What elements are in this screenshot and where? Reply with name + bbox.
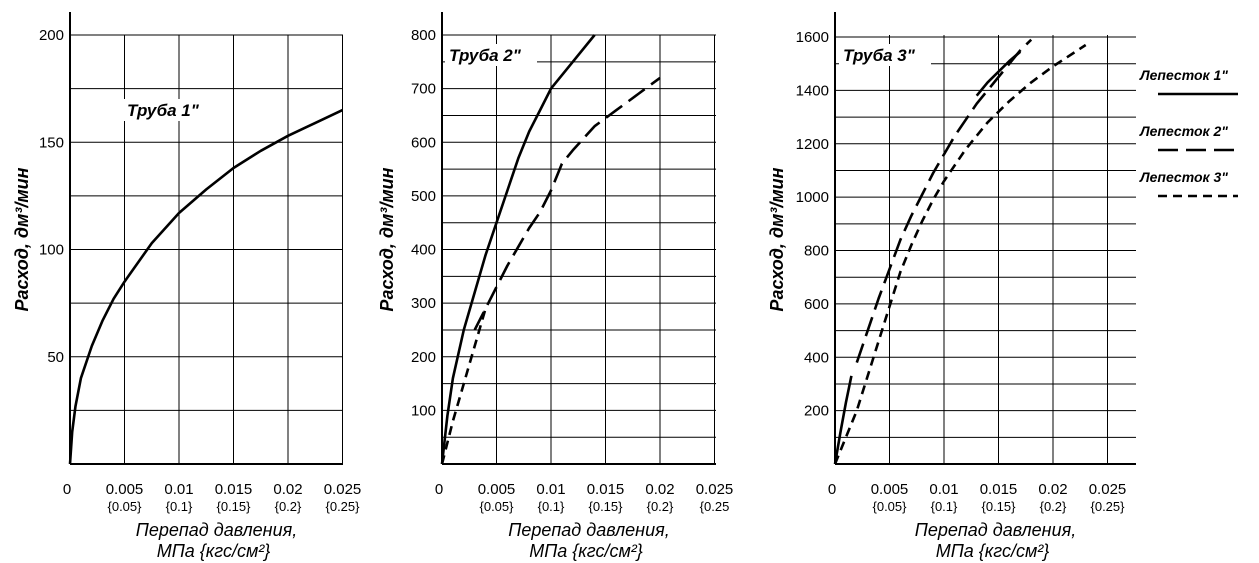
x-axis-label: Перепад давления, [508, 520, 669, 540]
x-tick-sublabel: {0.15} [589, 499, 624, 514]
x-tick-label: 0.02 [645, 481, 674, 498]
y-tick-label: 200 [39, 27, 64, 44]
y-tick-label: 600 [411, 134, 436, 151]
x-tick-sublabel: {0.05} [873, 499, 908, 514]
y-tick-label: 1400 [796, 82, 829, 99]
y-tick-label: 100 [411, 402, 436, 419]
x-tick-sublabel: {0.05} [480, 499, 515, 514]
x-tick-label: 0.01 [536, 481, 565, 498]
legend-label-1: Лепесток 1" [1139, 67, 1228, 83]
y-tick-label: 500 [411, 188, 436, 205]
x-tick-label: 0.01 [164, 481, 193, 498]
panel-title: Труба 2" [449, 46, 522, 65]
y-tick-label: 700 [411, 81, 436, 98]
x-tick-label: 0.02 [1038, 481, 1067, 498]
title-backdrop [123, 99, 215, 121]
title-backdrop [445, 44, 537, 66]
series-line [473, 76, 661, 331]
x-tick-sublabel: {0.1} [166, 499, 193, 514]
panel-title: Труба 1" [127, 101, 200, 120]
x-tick-label: 0.025 [324, 481, 362, 498]
x-tick-label: 0 [63, 481, 71, 498]
y-tick-label: 150 [39, 134, 64, 151]
y-tick-label: 1000 [796, 189, 829, 206]
series-line [833, 43, 1087, 465]
y-tick-label: 400 [411, 242, 436, 259]
y-tick-label: 200 [411, 349, 436, 366]
y-tick-label: 200 [804, 403, 829, 420]
y-tick-label: 800 [411, 27, 436, 44]
y-tick-label: 1600 [796, 29, 829, 46]
x-tick-label: 0.005 [478, 481, 516, 498]
x-axis-label: Перепад давления, [136, 520, 297, 540]
chart-panel-pipe-3: 200 400 600 800 1000 1200 1400 1600 0 0.005{0.05}… [767, 12, 1136, 561]
y-tick-label: 1200 [796, 136, 829, 153]
x-tick-sublabel: {0.25} [326, 499, 361, 514]
y-tick-label: 600 [804, 296, 829, 313]
legend-label-3: Лепесток 3" [1139, 169, 1228, 185]
x-axis-unit-label: МПа {кгс/см²} [157, 541, 271, 561]
x-tick-label: 0 [828, 481, 836, 498]
series-line [440, 308, 487, 465]
x-tick-sublabel: {0.25 [700, 499, 730, 514]
x-tick-label: 0.025 [696, 481, 734, 498]
series-line [855, 38, 1033, 364]
legend-label-2: Лепесток 2" [1139, 123, 1228, 139]
x-tick-label: 0.015 [980, 481, 1018, 498]
series-line [833, 375, 853, 465]
panel-title: Труба 3" [843, 46, 916, 65]
series-line [440, 34, 596, 465]
y-tick-label: 300 [411, 295, 436, 312]
x-axis-unit-label: МПа {кгс/см²} [936, 541, 1050, 561]
x-tick-label: 0 [435, 481, 443, 498]
x-tick-label: 0.015 [587, 481, 625, 498]
y-axis-label: Расход, дм³/мин [767, 167, 787, 311]
x-tick-sublabel: {0.15} [217, 499, 252, 514]
x-tick-sublabel: {0.1} [538, 499, 565, 514]
x-tick-label: 0.005 [106, 481, 144, 498]
legend: Лепесток 1" Лепесток 2" Лепесток 3" [1139, 67, 1238, 198]
x-tick-sublabel: {0.1} [931, 499, 958, 514]
chart-panel-pipe-2: 100 200 300 400 500 600 700 800 0 0.005{0.05} 0.01… [377, 12, 733, 561]
title-backdrop [839, 44, 931, 66]
y-axis-label: Расход, дм³/мин [377, 167, 397, 311]
x-tick-sublabel: {0.15} [982, 499, 1017, 514]
x-axis-label: Перепад давления, [915, 520, 1076, 540]
x-tick-label: 0.005 [871, 481, 909, 498]
x-tick-sublabel: {0.2} [1040, 499, 1067, 514]
x-tick-label: 0.01 [929, 481, 958, 498]
y-tick-label: 400 [804, 349, 829, 366]
x-tick-label: 0.02 [273, 481, 302, 498]
y-tick-label: 800 [804, 243, 829, 260]
x-tick-label: 0.025 [1089, 481, 1127, 498]
x-tick-sublabel: {0.05} [108, 499, 143, 514]
x-tick-label: 0.015 [215, 481, 253, 498]
y-tick-label: 50 [47, 349, 64, 366]
x-tick-sublabel: {0.25} [1091, 499, 1126, 514]
series-line [68, 108, 344, 465]
y-tick-label: 100 [39, 242, 64, 259]
x-tick-sublabel: {0.2} [275, 499, 302, 514]
x-axis-unit-label: МПа {кгс/см²} [529, 541, 643, 561]
y-axis-label: Расход, дм³/мин [12, 167, 32, 311]
x-tick-sublabel: {0.2} [647, 499, 674, 514]
